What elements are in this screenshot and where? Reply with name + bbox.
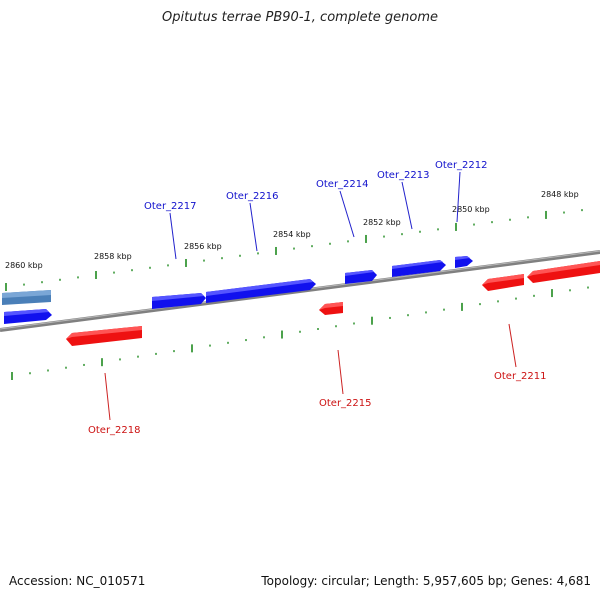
leader-oter-2211 <box>508 323 517 368</box>
scale-ticks-forward <box>5 209 583 291</box>
accession-text: Accession: NC_010571 <box>9 574 146 588</box>
gene-oter-2218[interactable] <box>66 326 142 346</box>
scale-label: 2856 kbp <box>184 242 222 251</box>
scale-labels: 2860 kbp 2858 kbp 2856 kbp 2854 kbp 2852… <box>5 190 579 270</box>
leader-oter-2214 <box>339 190 355 238</box>
scale-label: 2852 kbp <box>363 218 401 227</box>
scale-label: 2860 kbp <box>5 261 43 270</box>
gene-label-oter-2211: Oter_2211 <box>494 371 547 382</box>
label-leaders <box>104 171 517 421</box>
gene-oter-2217[interactable] <box>152 293 206 309</box>
gene-feature-edge-2[interactable] <box>4 309 52 324</box>
leader-oter-2215 <box>337 349 344 395</box>
genome-title: Opitutus terrae PB90-1, complete genome <box>161 10 439 25</box>
gene-oter-2211[interactable] <box>482 274 524 291</box>
gene-oter-2212[interactable] <box>455 256 473 268</box>
scale-label: 2850 kbp <box>452 205 490 214</box>
gene-label-oter-2213: Oter_2213 <box>377 170 430 181</box>
gene-label-oter-2215: Oter_2215 <box>319 398 372 409</box>
gene-oter-2216[interactable] <box>206 279 316 303</box>
leader-oter-2212 <box>456 171 461 223</box>
gene-feature-edge[interactable] <box>2 290 51 305</box>
gene-label-oter-2212: Oter_2212 <box>435 160 488 171</box>
scale-label: 2854 kbp <box>273 230 311 239</box>
forward-genes <box>2 256 473 324</box>
leader-oter-2216 <box>249 202 258 252</box>
leader-oter-2218 <box>104 372 111 421</box>
gene-label-oter-2217: Oter_2217 <box>144 201 197 212</box>
reverse-genes <box>66 261 600 346</box>
topology-summary: Topology: circular; Length: 5,957,605 bp… <box>261 574 591 588</box>
gene-label-oter-2214: Oter_2214 <box>316 179 369 190</box>
scale-ticks-reverse <box>11 286 589 380</box>
gene-oter-2215[interactable] <box>319 302 343 315</box>
gene-label-oter-2218: Oter_2218 <box>88 425 141 436</box>
scale-label: 2858 kbp <box>94 252 132 261</box>
scale-label: 2848 kbp <box>541 190 579 199</box>
gene-labels: Oter_2217 Oter_2216 Oter_2214 Oter_2213 … <box>88 160 547 436</box>
leader-oter-2213 <box>401 181 413 230</box>
gene-feature-edge-3[interactable] <box>527 261 600 283</box>
gene-oter-2214[interactable] <box>345 270 377 284</box>
gene-label-oter-2216: Oter_2216 <box>226 191 279 202</box>
gene-oter-2213[interactable] <box>392 260 446 277</box>
leader-oter-2217 <box>169 212 177 260</box>
